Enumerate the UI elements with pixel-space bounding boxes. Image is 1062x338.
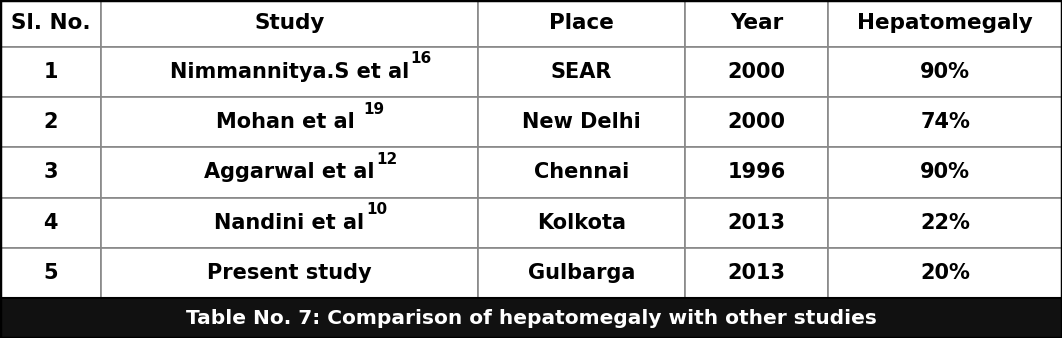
Bar [101, 0, 478, 47]
Bar [478, 197, 685, 248]
Text: 19: 19 [364, 101, 384, 117]
Bar [478, 97, 685, 147]
Text: 22%: 22% [921, 213, 970, 233]
Text: Sl. No.: Sl. No. [11, 13, 90, 33]
Bar [0, 248, 101, 298]
Text: 90%: 90% [920, 162, 971, 183]
Text: 4: 4 [44, 213, 57, 233]
Text: 2013: 2013 [727, 213, 786, 233]
Text: 1: 1 [44, 62, 57, 82]
Text: Gulbarga: Gulbarga [528, 263, 635, 283]
Text: Present study: Present study [207, 263, 372, 283]
Text: 2013: 2013 [727, 263, 786, 283]
Text: Place: Place [549, 13, 614, 33]
Bar [828, 197, 1062, 248]
Text: 3: 3 [44, 162, 57, 183]
Text: Nandini et al: Nandini et al [215, 213, 364, 233]
Bar [685, 0, 828, 47]
Bar [685, 248, 828, 298]
Bar [685, 147, 828, 197]
Text: 10: 10 [365, 202, 387, 217]
Bar [478, 47, 685, 97]
Bar [828, 47, 1062, 97]
Text: Chennai: Chennai [534, 162, 629, 183]
Text: 5: 5 [44, 263, 57, 283]
Bar [478, 0, 685, 47]
Bar [685, 197, 828, 248]
Text: 2000: 2000 [727, 62, 786, 82]
Text: 12: 12 [376, 152, 397, 167]
Text: 16: 16 [410, 51, 431, 66]
Bar [101, 47, 478, 97]
Bar [101, 97, 478, 147]
Text: Table No. 7: Comparison of hepatomegaly with other studies: Table No. 7: Comparison of hepatomegaly … [186, 309, 876, 328]
Text: 20%: 20% [921, 263, 970, 283]
Bar [828, 248, 1062, 298]
Bar [478, 147, 685, 197]
Bar [0, 147, 101, 197]
Text: 1996: 1996 [727, 162, 786, 183]
Text: SEAR: SEAR [551, 62, 612, 82]
Bar [0, 97, 101, 147]
Text: Kolkota: Kolkota [537, 213, 626, 233]
Text: 2000: 2000 [727, 112, 786, 132]
Bar [0, 197, 101, 248]
Bar [685, 97, 828, 147]
Bar [0, 0, 101, 47]
Text: Nimmannitya.S et al: Nimmannitya.S et al [170, 62, 409, 82]
Bar [478, 248, 685, 298]
Text: 90%: 90% [920, 62, 971, 82]
Text: 74%: 74% [921, 112, 970, 132]
Text: Aggarwal et al: Aggarwal et al [204, 162, 375, 183]
Text: Hepatomegaly: Hepatomegaly [857, 13, 1033, 33]
Bar [0, 47, 101, 97]
Bar [828, 97, 1062, 147]
Bar [685, 47, 828, 97]
Bar [101, 147, 478, 197]
Bar [828, 147, 1062, 197]
Bar [101, 197, 478, 248]
Text: Year: Year [730, 13, 784, 33]
Text: 2: 2 [44, 112, 57, 132]
Text: New Delhi: New Delhi [523, 112, 640, 132]
Text: Study: Study [254, 13, 325, 33]
Bar [0, 298, 1062, 338]
Bar [101, 248, 478, 298]
Text: Mohan et al: Mohan et al [217, 112, 362, 132]
Bar [828, 0, 1062, 47]
